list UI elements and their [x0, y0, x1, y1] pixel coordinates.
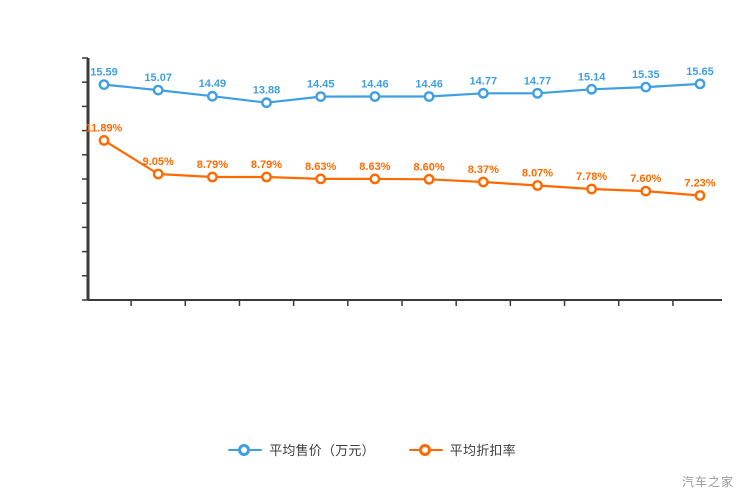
data-label: 7.23%: [684, 178, 715, 190]
data-label: 14.77: [470, 75, 498, 87]
data-label: 15.65: [686, 66, 714, 78]
data-label: 13.88: [253, 85, 281, 97]
data-label: 14.46: [415, 79, 443, 91]
series-price-line: [98, 78, 706, 109]
data-label: 8.79%: [251, 159, 282, 171]
x-axis-ticks: [130, 300, 674, 306]
series-discount-data-labels: 11.89% 9.05% 8.79% 8.79% 8.63% 8.63% 8.60% 8.37…: [86, 122, 716, 189]
data-label: 7.60%: [630, 173, 661, 185]
chart-legend: 平均售价（万元） 平均折扣率: [0, 440, 744, 459]
y-axis-ticks: [82, 57, 88, 301]
data-label: 14.49: [199, 78, 227, 90]
data-label: 8.07%: [522, 168, 553, 180]
legend-label-discount: 平均折扣率: [449, 443, 516, 458]
data-label: 8.63%: [305, 161, 336, 173]
legend-marker-discount-icon: [408, 443, 443, 457]
data-label: 8.79%: [197, 159, 228, 171]
data-label: 8.63%: [359, 161, 390, 173]
data-label: 14.45: [307, 79, 335, 91]
data-label: 15.14: [578, 71, 606, 83]
series-discount-line: [98, 134, 706, 201]
legend-marker-price-icon: [228, 443, 263, 457]
data-label: 14.46: [361, 79, 389, 91]
watermark-autohome: 汽车之家: [681, 475, 734, 489]
legend-label-price: 平均售价（万元）: [269, 443, 375, 458]
series-price-data-labels: 15.59 15.07 14.49 13.88 14.45 14.46 14.46 14.77…: [90, 66, 714, 97]
legend-item-price[interactable]: 平均售价（万元）: [228, 440, 375, 459]
data-label: 11.89%: [86, 122, 123, 134]
data-label: 7.78%: [576, 171, 607, 183]
legend-item-discount[interactable]: 平均折扣率: [408, 440, 516, 459]
data-label: 8.37%: [468, 164, 499, 176]
data-label: 14.77: [524, 75, 552, 87]
data-label: 8.60%: [413, 161, 444, 173]
data-label: 15.35: [632, 69, 660, 81]
data-label: 15.07: [144, 72, 172, 84]
data-label: 15.59: [90, 67, 118, 79]
data-label: 9.05%: [143, 156, 174, 168]
